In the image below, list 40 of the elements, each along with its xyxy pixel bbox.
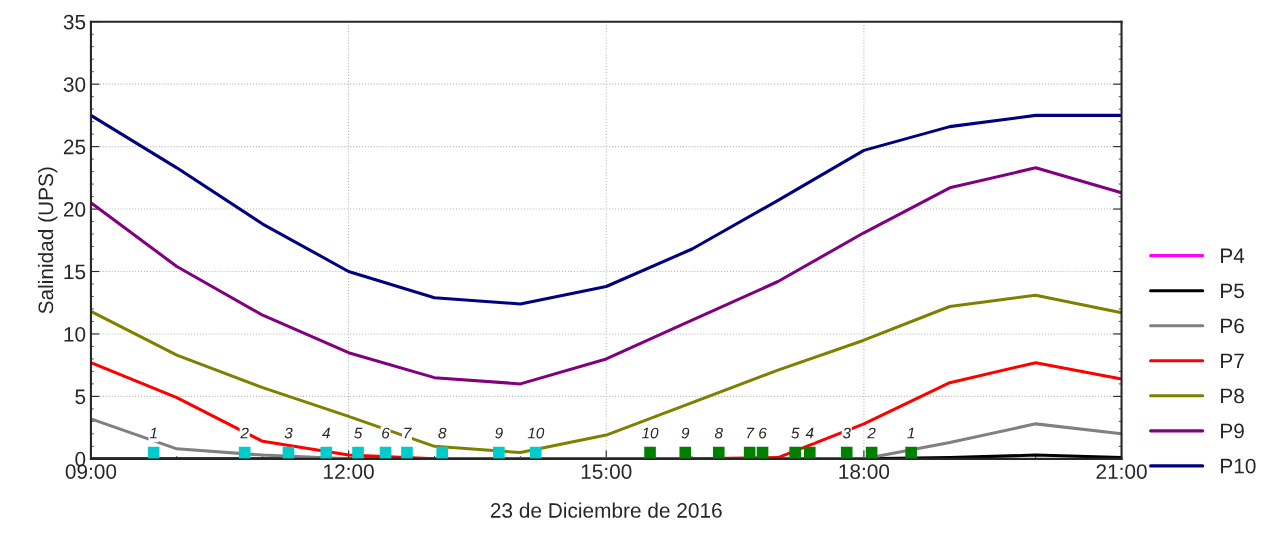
annotation: 4 (805, 427, 814, 439)
annotation: 10 (641, 427, 659, 439)
annotation: 1 (907, 427, 915, 439)
annotation: 6 (382, 427, 390, 439)
legend-label: P10 (1221, 458, 1256, 474)
annotation: 9 (681, 427, 690, 439)
x-axis-title: 23 de Diciembre de 2016 (490, 502, 722, 518)
annotation: 4 (322, 427, 330, 439)
legend-label: P9 (1221, 423, 1244, 439)
annotation: 2 (867, 427, 876, 439)
annotation: 8 (714, 427, 723, 439)
y-tick-label: 10 (64, 326, 86, 342)
annotation: 2 (240, 427, 249, 439)
x-tick-label: 21:00 (1096, 464, 1147, 479)
y-tick-label: 20 (63, 202, 86, 217)
x-tick-label: 12:00 (324, 464, 374, 479)
annotation: 9 (495, 427, 503, 439)
x-tick-label: 15:00 (581, 464, 632, 479)
y-tick-label: 30 (63, 77, 86, 92)
legend-label: P5 (1221, 283, 1244, 299)
y-tick-label: 15 (64, 264, 86, 280)
annotation: 6 (759, 427, 767, 439)
legend-label: P6 (1221, 318, 1244, 334)
legend-label: P4 (1221, 248, 1245, 263)
annotation: 7 (747, 427, 755, 439)
y-axis-title: Salinidad (UPS) (37, 167, 58, 314)
y-tick-label: 5 (75, 389, 86, 405)
annotation: 1 (149, 427, 157, 439)
annotation: 10 (527, 427, 545, 439)
y-tick-label: 25 (63, 139, 86, 155)
legend-label: P7 (1221, 353, 1244, 369)
x-tick-label: 18:00 (839, 464, 890, 479)
annotation: 5 (791, 427, 800, 439)
y-tick-label: 35 (63, 14, 86, 30)
annotation: 3 (842, 427, 851, 439)
annotation: 3 (284, 427, 293, 439)
annotation: 7 (404, 427, 412, 439)
annotation: 8 (438, 427, 447, 439)
legend-label: P8 (1221, 388, 1244, 404)
annotation: 5 (354, 427, 363, 439)
